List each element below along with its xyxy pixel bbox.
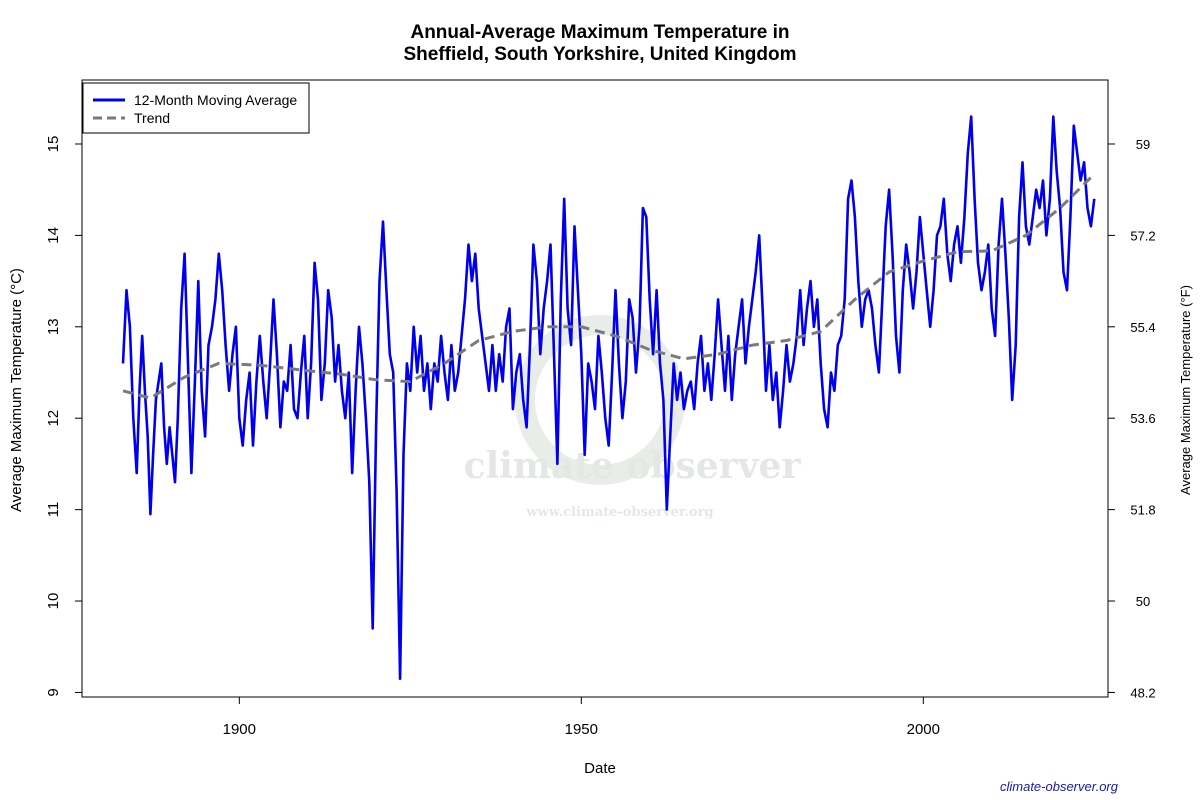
x-tick-label: 1900 (223, 721, 256, 738)
y-tick-label-right: 48.2 (1130, 685, 1155, 700)
y-axis-title-right: Average Maximum Temperature (°F) (1178, 285, 1193, 495)
y-tick-label-left: 15 (45, 136, 62, 153)
chart-title-line-1: Annual-Average Maximum Temperature in (410, 22, 789, 43)
y-axis-title-left: Average Maximum Temperature (°C) (8, 268, 25, 512)
legend-label-trend: Trend (134, 110, 170, 126)
y-tick-label-left: 14 (45, 227, 62, 244)
y-tick-label-right: 51.8 (1130, 503, 1155, 518)
y-tick-label-left: 13 (45, 318, 62, 335)
y-tick-label-left: 12 (45, 410, 62, 427)
x-axis: 1900 1950 2000 (223, 697, 940, 738)
y-tick-label-left: 11 (45, 502, 62, 518)
plot-frame (81, 79, 1109, 698)
y-tick-label-right: 55.4 (1130, 320, 1155, 335)
y-axis-left: 9 10 11 12 13 14 15 (45, 136, 82, 697)
credit-link[interactable]: climate-observer.org (1000, 779, 1119, 794)
legend-label-moving-average: 12-Month Moving Average (134, 92, 297, 108)
y-tick-label-right: 53.6 (1130, 411, 1155, 426)
y-tick-label-left: 9 (45, 688, 62, 696)
watermark: climate observer www.climate-observer.or… (464, 315, 802, 520)
y-tick-label-left: 10 (45, 593, 62, 610)
x-axis-title: Date (584, 760, 616, 777)
x-tick-label: 1950 (565, 721, 598, 738)
watermark-url: www.climate-observer.org (525, 505, 713, 520)
y-tick-label-right: 57.2 (1130, 228, 1155, 243)
y-tick-label-right: 50 (1136, 594, 1150, 609)
series-line-12-month-moving-average (121, 115, 1096, 680)
legend-box (82, 82, 310, 134)
legend: 12-Month Moving Average Trend (82, 82, 310, 134)
chart-title-line-2: Sheffield, South Yorkshire, United Kingd… (403, 44, 796, 65)
y-axis-right: 48.2 50 51.8 53.6 55.4 57.2 59 (1108, 137, 1156, 700)
series-line-trend (122, 173, 1096, 400)
x-tick-label: 2000 (907, 721, 940, 738)
watermark-text: climate observer (464, 445, 802, 487)
y-tick-label-right: 59 (1136, 137, 1150, 152)
